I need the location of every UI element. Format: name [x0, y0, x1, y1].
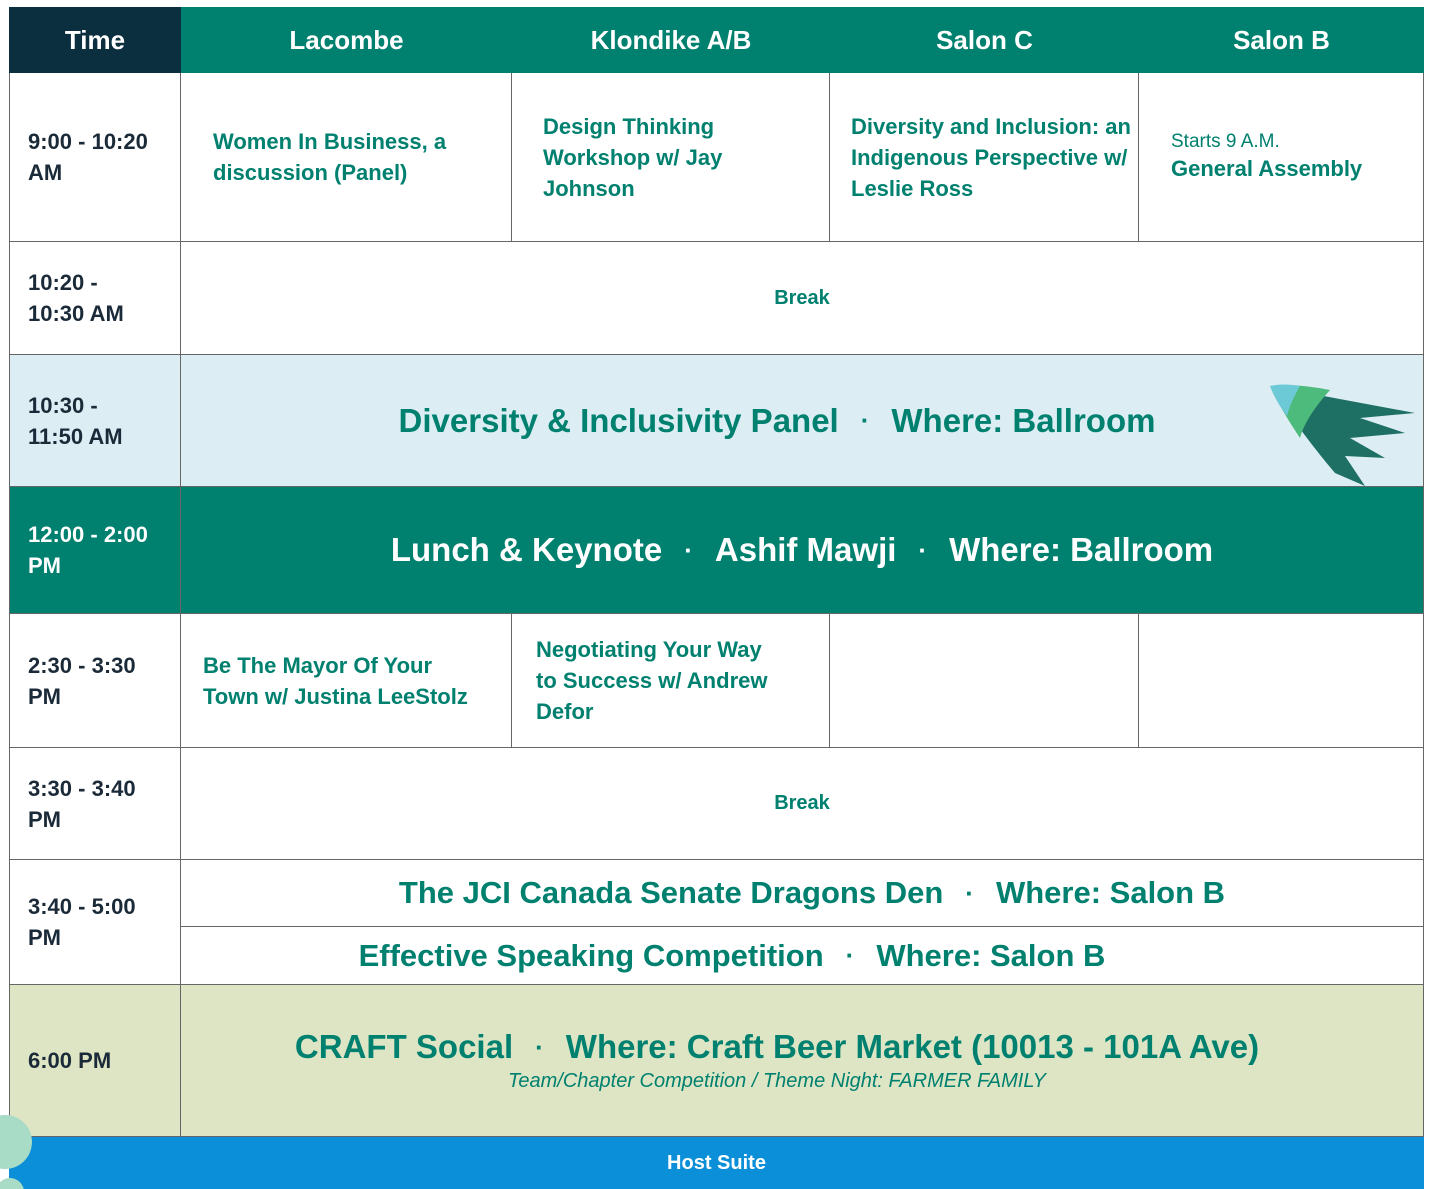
session: Diversity and Inclusion: an Indigenous P…: [851, 113, 1131, 201]
session-cell: Design Thinking Workshop w/ Jay Johnson: [512, 73, 830, 242]
row-bg: [9, 985, 1424, 1137]
session-cell: Diversity and Inclusion: an Indigenous P…: [830, 73, 1139, 242]
event-location: Where: Salon B: [995, 875, 1226, 910]
session-cell: Starts 9 A.M. General Assembly: [1139, 73, 1424, 242]
event-cell: CRAFT Social · Where: Craft Beer Market (1…: [181, 985, 1424, 1137]
time-cell: 12:00 - 2:00 PM: [9, 487, 181, 614]
time-cell: 3:40 - 5:00 PM: [9, 860, 181, 985]
session-cell: Negotiating Your Way to Success w/ Andre…: [512, 614, 830, 748]
session-cell: Women In Business, a discussion (Panel): [181, 73, 512, 242]
event-location: Where: Ballroom: [949, 531, 1214, 568]
note: Starts 9 A.M.: [1171, 130, 1280, 152]
separator: ·: [845, 940, 855, 970]
time-cell: 3:30 - 3:40 PM: [9, 748, 181, 860]
room-header: Lacombe: [289, 24, 404, 55]
session: Design Thinking Workshop w/ Jay Johnson: [543, 113, 723, 201]
room-header: Salon C: [936, 24, 1033, 55]
break: Break: [774, 792, 830, 814]
event-location: Where: Craft Beer Market (10013 - 101A A…: [565, 1028, 1260, 1065]
footer-bar: Host Suite: [9, 1137, 1424, 1189]
header-time: Time: [9, 7, 181, 73]
time: 2:30 - 3:30 PM: [28, 652, 136, 709]
decoration: [1270, 384, 1415, 486]
decoration: [0, 1115, 32, 1189]
event-title: Effective Speaking Competition: [358, 937, 824, 973]
footer: Host Suite: [667, 1151, 766, 1174]
row-bg: [9, 355, 1424, 487]
separator: ·: [918, 534, 928, 565]
room-header: Klondike A/B: [590, 24, 752, 55]
session: Be The Mayor Of Your Town w/ Justina Lee…: [203, 652, 468, 709]
event-title: Diversity & Inclusivity Panel: [398, 401, 839, 439]
event-title: Lunch & Keynote: [390, 531, 663, 568]
time: 12:00 - 2:00 PM: [28, 522, 148, 578]
event-location: Where: Salon B: [876, 937, 1106, 973]
time-cell: 2:30 - 3:30 PM: [9, 614, 181, 748]
event-title: The JCI Canada Senate Dragons Den: [398, 875, 944, 910]
break-cell: Break: [181, 242, 1424, 355]
event-speaker: Ashif Mawji: [714, 531, 897, 568]
empty-cell: [1139, 614, 1424, 748]
event-title: CRAFT Social: [294, 1028, 514, 1065]
time-cell: 6:00 PM: [9, 985, 181, 1137]
separator: ·: [684, 534, 693, 565]
header-bar: [181, 7, 1424, 73]
session: General Assembly: [1171, 155, 1363, 181]
event-cell: Effective Speaking Competition · Where: Sa…: [181, 927, 1424, 985]
time: 3:40 - 5:00 PM: [28, 894, 136, 950]
session-cell: Be The Mayor Of Your Town w/ Justina Lee…: [181, 614, 512, 748]
room-header: Salon B: [1233, 24, 1330, 55]
session: Negotiating Your Way to Success w/ Andre…: [536, 637, 768, 724]
event-cell: Diversity & Inclusivity Panel · Where: Bal…: [181, 355, 1424, 487]
separator: ·: [965, 877, 974, 908]
separator: ·: [860, 405, 870, 435]
row-bg: [9, 487, 1424, 614]
time-cell: 9:00 - 10:20 AM: [9, 73, 181, 242]
time-cell: 10:30 - 11:50 AM: [9, 355, 181, 487]
time: 10:30 - 11:50 AM: [28, 392, 123, 449]
event-line: CRAFT Social · Where: Craft Beer Market (1…: [295, 1028, 1259, 1066]
time: 3:30 - 3:40 PM: [28, 775, 136, 832]
time: 10:20 - 10:30 AM: [28, 270, 124, 326]
time-cell: 10:20 - 10:30 AM: [9, 242, 181, 355]
event-subtitle: Team/Chapter Competition / Theme Night: …: [508, 1070, 1046, 1092]
event-cell: Lunch & Keynote · Ashif Mawji · Where: Ballr…: [181, 487, 1424, 614]
empty-cell: [830, 614, 1139, 748]
event-cell: The JCI Canada Senate Dragons Den · Where:…: [181, 860, 1424, 927]
time: 9:00 - 10:20 AM: [28, 129, 148, 185]
separator: ·: [535, 1031, 544, 1062]
session: Women In Business, a discussion (Panel): [213, 129, 447, 185]
event-location: Where: Ballroom: [891, 401, 1156, 439]
break: Break: [774, 286, 830, 309]
time: 6:00 PM: [28, 1048, 112, 1073]
break-cell: Break: [181, 748, 1424, 860]
